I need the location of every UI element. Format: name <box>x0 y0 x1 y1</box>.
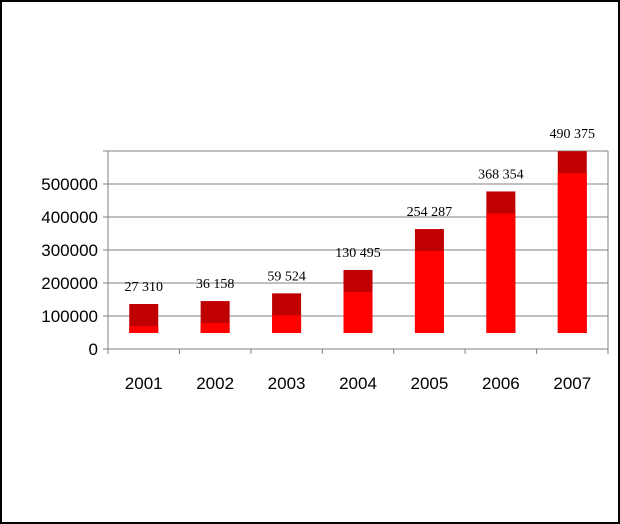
bar-front-face <box>200 323 230 333</box>
x-tick-label: 2005 <box>411 374 449 393</box>
bar-front-face <box>272 315 302 333</box>
y-axis-tick-labels: 0 100000 200000 300000 400000 500000 <box>41 175 98 359</box>
data-label: 254 287 <box>407 205 453 220</box>
x-tick-label: 2007 <box>553 374 591 393</box>
x-tick-label: 2002 <box>196 374 234 393</box>
y-tick-label: 400000 <box>41 208 98 227</box>
bar-2005 <box>414 229 444 333</box>
y-tick-label: 500000 <box>41 175 98 194</box>
bar-2003 <box>272 293 302 333</box>
bar-2007 <box>557 151 587 333</box>
y-tick-label: 0 <box>89 340 98 359</box>
bar-front-face <box>343 291 373 333</box>
bars <box>129 151 587 333</box>
data-label: 59 524 <box>267 269 306 284</box>
axes <box>103 150 609 354</box>
x-tick-label: 2006 <box>482 374 520 393</box>
bar-2001 <box>129 303 159 333</box>
bar-front-face <box>557 173 587 333</box>
bar-front-face <box>129 325 159 333</box>
x-tick-label: 2004 <box>339 374 377 393</box>
data-label: 130 495 <box>335 246 381 261</box>
bar-2006 <box>486 191 516 333</box>
y-tick-label: 200000 <box>41 274 98 293</box>
data-labels: 27 310 36 158 59 524 130 495 254 287 368 354 4… <box>124 127 595 295</box>
bar-front-face <box>414 251 444 333</box>
bar-2004 <box>343 269 373 333</box>
x-tick-label: 2003 <box>268 374 306 393</box>
data-label: 368 354 <box>478 167 524 182</box>
data-label: 27 310 <box>124 280 163 295</box>
data-label: 36 158 <box>196 277 235 292</box>
x-tick-label: 2001 <box>125 374 163 393</box>
data-label: 490 375 <box>550 127 596 142</box>
y-tick-label: 300000 <box>41 241 98 260</box>
gridlines <box>108 150 609 349</box>
bar-front-face <box>486 213 516 333</box>
bar-2002 <box>200 301 230 333</box>
x-axis-tick-labels: 2001 2002 2003 2004 2005 2006 2007 <box>125 374 591 393</box>
y-tick-label: 100000 <box>41 307 98 326</box>
